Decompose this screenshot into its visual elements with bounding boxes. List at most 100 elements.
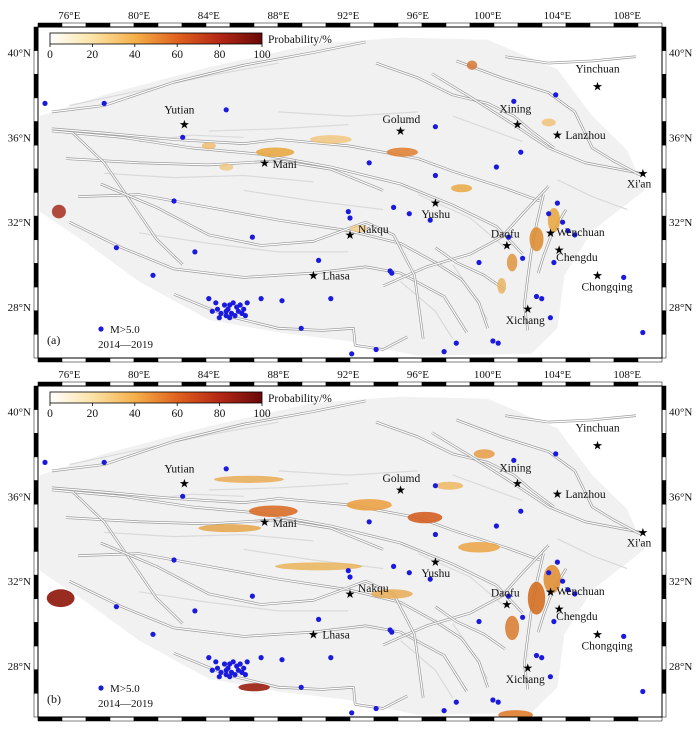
earthquake-dot: [366, 519, 372, 525]
earthquake-dot: [227, 315, 233, 321]
frame-bottom-segment: [133, 357, 159, 363]
frame-left-segment: [33, 480, 39, 505]
earthquake-dot: [427, 217, 433, 223]
earthquake-dot: [232, 313, 238, 319]
fault-line-core: [100, 183, 424, 339]
frame-top-segment: [517, 381, 543, 387]
earthquake-dot: [554, 559, 561, 565]
frame-bottom-segment: [181, 357, 207, 363]
frame-top-segment: [349, 381, 375, 387]
earthquake-dot: [347, 215, 353, 221]
earthquake-dot: [218, 669, 224, 676]
earthquake-dot: [244, 300, 250, 306]
terrain-ridge: [104, 172, 314, 183]
frame-bottom-segment: [493, 716, 519, 722]
city-label: Yushu: [421, 209, 450, 221]
earthquake-dot: [42, 100, 48, 106]
frame-bottom-segment: [181, 716, 207, 722]
lat-tick-label-left: 36°N: [8, 491, 31, 503]
colorbar-tick-label: 80: [214, 49, 226, 61]
frame-bottom-segment: [253, 716, 279, 722]
city-label: Yushu: [421, 568, 450, 580]
terrain-ridge: [417, 553, 506, 608]
earthquake-dot: [520, 255, 526, 261]
lat-tick-label-right: 36°N: [669, 132, 692, 144]
earthquake-dot: [551, 618, 557, 625]
frame-top-segment: [277, 22, 303, 28]
city-star-icon: ★: [395, 483, 406, 497]
earthquake-dot: [511, 98, 517, 104]
frame-bottom-segment: [109, 357, 135, 363]
frame-top-segment: [157, 381, 183, 387]
colorbar-tick-label: 60: [171, 408, 183, 420]
city-star-icon: ★: [259, 156, 270, 170]
earthquake-dot: [432, 172, 438, 179]
earthquake-dot: [237, 661, 243, 667]
terrain-ridge: [452, 115, 523, 143]
frame-bottom-segment: [613, 716, 639, 722]
city-star-icon: ★: [501, 598, 512, 612]
frame-top-segment: [613, 381, 639, 387]
frame-top-segment: [133, 381, 159, 387]
frame-bottom-segment: [493, 357, 519, 363]
earthquake-dot: [493, 164, 499, 170]
earthquake-dot: [209, 667, 215, 673]
frame-top-segment: [421, 381, 447, 387]
earthquake-dot: [547, 674, 554, 680]
frame-right-segment: [661, 385, 667, 410]
probability-patch: [451, 184, 473, 193]
frame-top-segment: [493, 22, 519, 28]
terrain-ridge: [139, 134, 244, 143]
probability-patch: [255, 147, 295, 157]
earthquake-dot: [518, 149, 524, 155]
frame-left-segment: [33, 456, 39, 481]
frame-top-segment: [397, 22, 423, 28]
city-label: Xichang: [506, 315, 545, 327]
lon-tick-label: 84°E: [198, 369, 220, 381]
frame-outline: [37, 385, 663, 718]
frame-left-segment: [33, 192, 39, 217]
earthquake-dot: [241, 665, 247, 671]
fault-line-core: [456, 419, 642, 536]
frame-right-segment: [661, 50, 667, 75]
earthquake-dot: [572, 591, 578, 597]
earthquake-dot: [533, 293, 540, 300]
probability-patch: [51, 204, 66, 219]
fault-line-core: [100, 542, 424, 698]
frame-top-segment: [397, 381, 423, 387]
earthquake-dot: [389, 270, 395, 276]
terrain-ridge: [557, 179, 628, 211]
city-label: Chengdu: [556, 252, 598, 264]
frame-top-segment: [469, 381, 495, 387]
earthquake-dot: [366, 160, 372, 166]
earthquake-dot: [391, 204, 397, 210]
city-star-icon: ★: [554, 243, 565, 257]
earthquake-dot: [553, 451, 559, 457]
city-star-icon: ★: [345, 228, 356, 242]
city-label: Xi'an: [627, 178, 652, 190]
frame-top-segment: [85, 22, 111, 28]
city-label: Wenchuan: [556, 227, 604, 239]
frame-bottom-segment: [565, 716, 591, 722]
fault-line-core: [375, 421, 555, 508]
colorbar-tick-label: 0: [47, 408, 53, 420]
probability-patch: [473, 449, 495, 459]
fault-line-core: [72, 132, 184, 266]
city-star-icon: ★: [430, 196, 441, 210]
probability-patch: [346, 499, 392, 511]
earthquake-dot: [511, 457, 517, 463]
earthquake-dot: [506, 234, 512, 240]
earthquake-dot: [237, 302, 243, 308]
probability-patch: [527, 581, 546, 615]
frame-top-segment: [37, 381, 63, 387]
fault-line-core: [435, 247, 506, 291]
frame-left-segment: [33, 26, 39, 51]
fault-line-core: [65, 517, 384, 550]
frame-top-segment: [181, 22, 207, 28]
frame-bottom-segment: [157, 357, 183, 363]
city-star-icon: ★: [592, 268, 603, 282]
frame-right-segment: [661, 310, 667, 335]
frame-left-segment: [33, 645, 39, 670]
fault-line-core: [382, 185, 550, 287]
earthquake-dot: [227, 674, 233, 680]
